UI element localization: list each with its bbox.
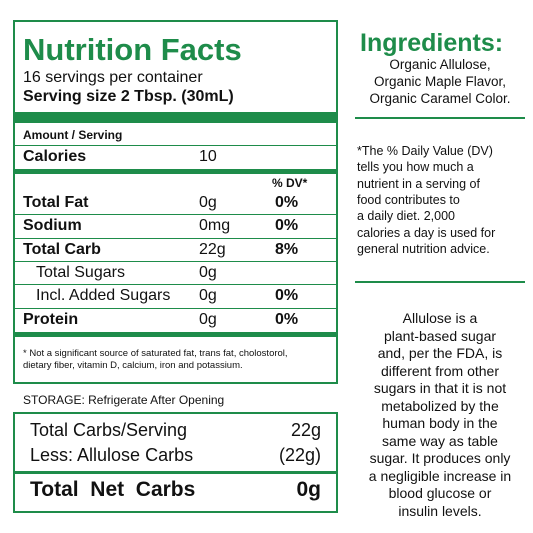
divider xyxy=(15,260,336,262)
carbs-box xyxy=(13,412,338,513)
row-name: Total Fat xyxy=(23,194,89,211)
dv-note: tells you how much a xyxy=(357,160,474,175)
row-dv: 8% xyxy=(275,240,299,258)
carbs-amount: 22g xyxy=(290,420,321,440)
allulose-note: sugars in that it is not xyxy=(373,380,507,396)
allulose-note: human body in the xyxy=(382,415,498,431)
divider xyxy=(15,214,336,216)
divider xyxy=(15,237,336,239)
allulose-note: sugar. It produces only xyxy=(369,450,511,466)
footnote: * Not a significant source of saturated … xyxy=(23,348,288,359)
net-carbs-name: Total Net Carbs xyxy=(30,478,196,501)
row-dv: 0% xyxy=(275,310,299,328)
allulose-note: insulin levels. xyxy=(398,502,482,519)
row-name: Total Carb xyxy=(23,240,101,258)
divider xyxy=(355,281,525,283)
divider xyxy=(15,471,336,474)
footnote: dietary fiber, vitamin D, calcium, iron … xyxy=(23,360,243,371)
dv-note: nutrient in a serving of xyxy=(357,176,480,191)
row-name: Protein xyxy=(23,310,79,328)
divider xyxy=(15,307,336,309)
row-amount: 0g xyxy=(199,263,217,281)
ingredients-title: Ingredients: xyxy=(360,29,504,57)
carbs-amount: (22g) xyxy=(278,445,321,465)
allulose-note: blood glucose or xyxy=(388,485,492,501)
storage: STORAGE: Refrigerate After Opening xyxy=(23,393,225,407)
net-carbs-amount: 0g xyxy=(296,478,321,501)
row-dv: 0% xyxy=(275,194,299,211)
row-name: Incl. Added Sugars xyxy=(36,287,171,305)
allulose-note: and, per the FDA, is xyxy=(377,345,503,361)
label-box xyxy=(13,20,338,384)
allulose-note: same way as table xyxy=(382,432,498,449)
carbs-name: Total Carbs/Serving xyxy=(30,420,188,440)
dv-header: % DV* xyxy=(272,176,308,190)
calories-name: Calories xyxy=(23,148,87,165)
divider xyxy=(15,112,336,123)
row-amount: 22g xyxy=(199,240,226,258)
servings: 16 servings per container xyxy=(23,69,203,86)
dv-note: calories a day is used for xyxy=(357,225,496,240)
row-dv: 0% xyxy=(275,287,299,305)
row-amount: 0mg xyxy=(199,217,231,235)
row-name: Sodium xyxy=(23,217,82,235)
divider xyxy=(15,284,336,286)
dv-note: a daily diet. 2,000 xyxy=(357,209,455,224)
ingredient: Organic Allulose, xyxy=(389,57,491,72)
row-name: Total Sugars xyxy=(36,263,125,281)
allulose-note: metabolized by the xyxy=(381,397,499,414)
allulose-note: a negligible increase in xyxy=(368,467,512,484)
row-dv: 0% xyxy=(275,217,299,235)
dv-note: *The % Daily Value (DV) xyxy=(357,144,493,158)
allulose-note: plant-based sugar xyxy=(383,327,497,344)
divider xyxy=(15,332,336,337)
divider xyxy=(355,117,525,119)
allulose-note: different from other xyxy=(380,362,500,379)
row-amount: 0g xyxy=(199,194,217,211)
serving-size: Serving size 2 Tbsp. (30mL) xyxy=(23,88,234,105)
divider xyxy=(15,169,336,174)
dv-note: food contributes to xyxy=(357,192,460,207)
ingredient: Organic Caramel Color. xyxy=(369,91,511,106)
amount-header: Amount / Serving xyxy=(23,128,123,142)
ingredient: Organic Maple Flavor, xyxy=(373,74,507,89)
row-amount: 0g xyxy=(199,310,217,328)
allulose-note: Allulose is a xyxy=(402,310,478,326)
label-title: Nutrition Facts xyxy=(23,32,242,67)
carbs-name: Less: Allulose Carbs xyxy=(30,445,194,465)
divider xyxy=(15,145,336,146)
dv-note: general nutrition advice. xyxy=(357,241,490,256)
row-amount: 0g xyxy=(199,287,217,305)
calories-amount: 10 xyxy=(199,148,217,165)
